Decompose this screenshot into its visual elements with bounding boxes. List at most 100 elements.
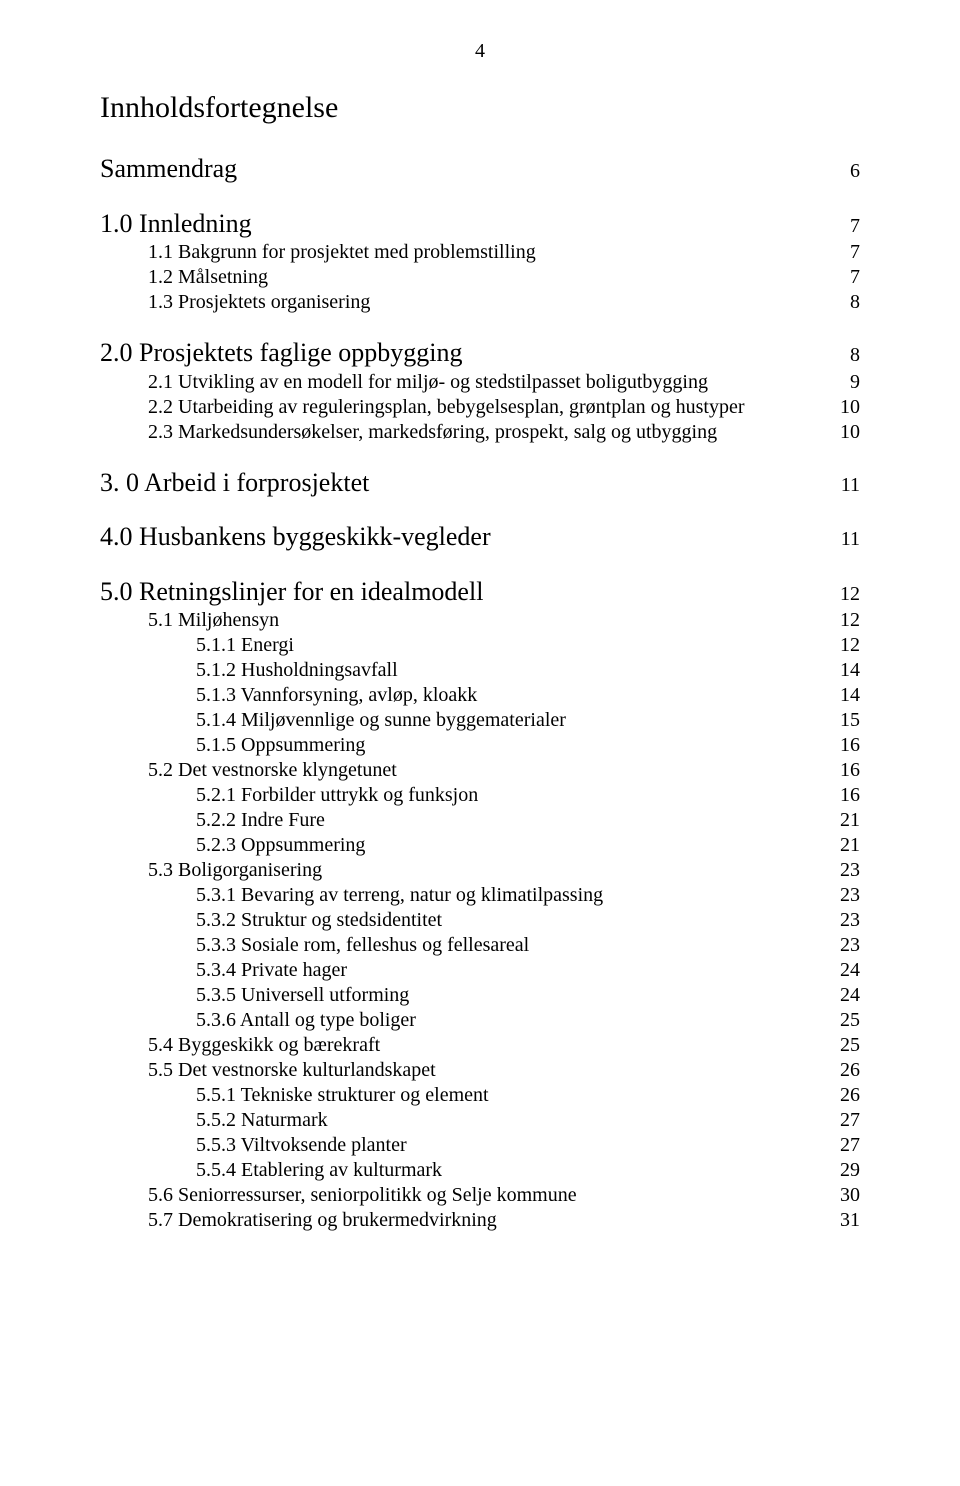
toc-entry-page: 23 (830, 858, 860, 883)
toc-entry-page: 12 (830, 582, 860, 607)
toc-entry-label: 5.3 Boligorganisering (148, 858, 830, 883)
toc-entry: 5.3.1 Bevaring av terreng, natur og klim… (100, 883, 860, 908)
toc-entry-page: 23 (830, 883, 860, 908)
toc-entry-page: 8 (830, 343, 860, 368)
toc-entry-label: 1.0 Innledning (100, 208, 830, 241)
page-number: 4 (100, 40, 860, 63)
toc-entry-label: 2.2 Utarbeiding av reguleringsplan, beby… (148, 395, 830, 420)
toc-entry-page: 23 (830, 933, 860, 958)
toc-entry: 5.2.1 Forbilder uttrykk og funksjon16 (100, 783, 860, 808)
toc-entry-label: 5.3.4 Private hager (196, 958, 830, 983)
toc-entry: 5.2 Det vestnorske klyngetunet16 (100, 758, 860, 783)
toc-entry-label: 2.0 Prosjektets faglige oppbygging (100, 337, 830, 370)
toc-entry-label: 1.1 Bakgrunn for prosjektet med problems… (148, 240, 830, 265)
toc-entry-label: 5.3.5 Universell utforming (196, 983, 830, 1008)
toc-entry-label: Sammendrag (100, 153, 830, 186)
toc-entry-page: 9 (830, 370, 860, 395)
toc-entry-page: 8 (830, 290, 860, 315)
toc-entry: 5.3.4 Private hager24 (100, 958, 860, 983)
toc-entry: 5.1.3 Vannforsyning, avløp, kloakk14 (100, 683, 860, 708)
toc-entry-label: 5.5 Det vestnorske kulturlandskapet (148, 1058, 830, 1083)
toc-entry: 5.2.2 Indre Fure21 (100, 808, 860, 833)
toc-entry-label: 5.2.3 Oppsummering (196, 833, 830, 858)
toc-entry: Sammendrag6 (100, 153, 860, 186)
toc-entry-label: 5.1.4 Miljøvennlige og sunne byggemateri… (196, 708, 830, 733)
toc-entry: 5.1.1 Energi12 (100, 633, 860, 658)
toc-entry-page: 26 (830, 1083, 860, 1108)
toc-entry: 5.2.3 Oppsummering21 (100, 833, 860, 858)
toc-entry-page: 25 (830, 1008, 860, 1033)
toc-entry: 5.3.3 Sosiale rom, felleshus og fellesar… (100, 933, 860, 958)
toc-entry-page: 25 (830, 1033, 860, 1058)
toc-entry-page: 24 (830, 958, 860, 983)
toc-entry: 5.1.2 Husholdningsavfall14 (100, 658, 860, 683)
toc-entry-page: 30 (830, 1183, 860, 1208)
toc-entry: 2.2 Utarbeiding av reguleringsplan, beby… (100, 395, 860, 420)
toc-entry: 5.0 Retningslinjer for en idealmodell12 (100, 576, 860, 609)
table-of-contents: Sammendrag6 1.0 Innledning71.1 Bakgrunn f… (100, 153, 860, 1233)
toc-entry: 5.5.3 Viltvoksende planter27 (100, 1133, 860, 1158)
toc-entry-label: 5.5.2 Naturmark (196, 1108, 830, 1133)
toc-entry-page: 7 (830, 265, 860, 290)
toc-entry: 3. 0 Arbeid i forprosjektet11 (100, 467, 860, 500)
toc-entry: 5.1 Miljøhensyn12 (100, 608, 860, 633)
toc-entry-label: 1.3 Prosjektets organisering (148, 290, 830, 315)
toc-entry-label: 5.3.6 Antall og type boliger (196, 1008, 830, 1033)
toc-entry: 4.0 Husbankens byggeskikk-vegleder11 (100, 521, 860, 554)
toc-entry-page: 11 (830, 473, 860, 498)
toc-entry-label: 5.1.1 Energi (196, 633, 830, 658)
toc-entry-label: 2.3 Markedsundersøkelser, markedsføring,… (148, 420, 830, 445)
toc-entry-page: 10 (830, 395, 860, 420)
toc-entry-label: 5.1.3 Vannforsyning, avløp, kloakk (196, 683, 830, 708)
toc-entry-label: 5.1.5 Oppsummering (196, 733, 830, 758)
toc-entry: 5.7 Demokratisering og brukermedvirkning… (100, 1208, 860, 1233)
toc-entry-label: 5.2.2 Indre Fure (196, 808, 830, 833)
toc-entry-page: 26 (830, 1058, 860, 1083)
toc-entry-page: 10 (830, 420, 860, 445)
toc-entry-page: 16 (830, 733, 860, 758)
toc-entry: 5.3.5 Universell utforming24 (100, 983, 860, 1008)
toc-entry: 1.2 Målsetning7 (100, 265, 860, 290)
toc-entry: 2.1 Utvikling av en modell for miljø- og… (100, 370, 860, 395)
toc-entry-page: 12 (830, 633, 860, 658)
toc-entry-label: 1.2 Målsetning (148, 265, 830, 290)
toc-entry-label: 5.4 Byggeskikk og bærekraft (148, 1033, 830, 1058)
toc-entry: 5.5.1 Tekniske strukturer og element26 (100, 1083, 860, 1108)
toc-entry: 5.3 Boligorganisering23 (100, 858, 860, 883)
toc-entry-page: 7 (830, 214, 860, 239)
toc-entry-label: 5.2.1 Forbilder uttrykk og funksjon (196, 783, 830, 808)
toc-entry: 2.3 Markedsundersøkelser, markedsføring,… (100, 420, 860, 445)
toc-entry: 5.1.5 Oppsummering16 (100, 733, 860, 758)
toc-entry-page: 21 (830, 808, 860, 833)
toc-entry: 1.0 Innledning7 (100, 208, 860, 241)
toc-entry-page: 16 (830, 783, 860, 808)
toc-entry-label: 5.3.2 Struktur og stedsidentitet (196, 908, 830, 933)
toc-entry-page: 11 (830, 527, 860, 552)
toc-entry: 5.1.4 Miljøvennlige og sunne byggemateri… (100, 708, 860, 733)
toc-entry-page: 23 (830, 908, 860, 933)
toc-entry-label: 5.5.3 Viltvoksende planter (196, 1133, 830, 1158)
toc-entry-label: 3. 0 Arbeid i forprosjektet (100, 467, 830, 500)
toc-entry: 2.0 Prosjektets faglige oppbygging8 (100, 337, 860, 370)
toc-entry: 1.1 Bakgrunn for prosjektet med problems… (100, 240, 860, 265)
toc-entry-label: 5.7 Demokratisering og brukermedvirkning (148, 1208, 830, 1233)
toc-entry-page: 7 (830, 240, 860, 265)
toc-entry-page: 27 (830, 1108, 860, 1133)
toc-entry-page: 16 (830, 758, 860, 783)
toc-entry-label: 5.3.1 Bevaring av terreng, natur og klim… (196, 883, 830, 908)
toc-entry-page: 31 (830, 1208, 860, 1233)
toc-entry: 5.5.4 Etablering av kulturmark29 (100, 1158, 860, 1183)
toc-entry-label: 2.1 Utvikling av en modell for miljø- og… (148, 370, 830, 395)
toc-entry-page: 15 (830, 708, 860, 733)
toc-entry-page: 14 (830, 683, 860, 708)
toc-entry-label: 5.1.2 Husholdningsavfall (196, 658, 830, 683)
toc-entry: 5.5 Det vestnorske kulturlandskapet26 (100, 1058, 860, 1083)
toc-entry: 5.3.6 Antall og type boliger25 (100, 1008, 860, 1033)
toc-entry-label: 5.1 Miljøhensyn (148, 608, 830, 633)
toc-entry-page: 27 (830, 1133, 860, 1158)
toc-entry-page: 24 (830, 983, 860, 1008)
page-title: Innholdsfortegnelse (100, 91, 860, 125)
toc-entry-label: 5.2 Det vestnorske klyngetunet (148, 758, 830, 783)
toc-entry-page: 21 (830, 833, 860, 858)
toc-entry-page: 12 (830, 608, 860, 633)
